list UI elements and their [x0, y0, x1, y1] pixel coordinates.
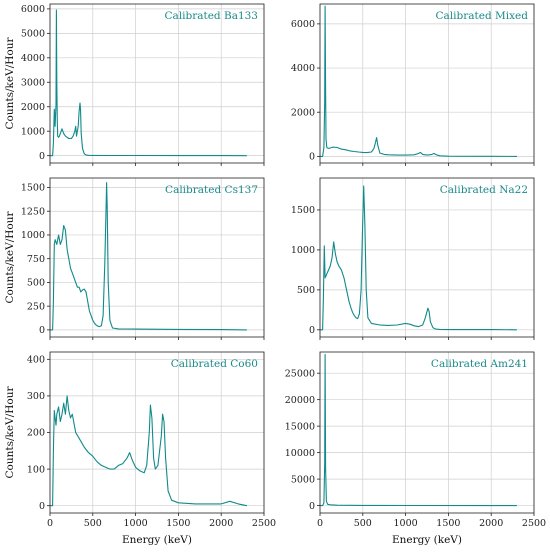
spectrum-line [320, 185, 517, 331]
plot-frame [49, 177, 265, 338]
panel-5: 0 100 200 300 400 0 500 1000 1500 2000 2500 Calibra… [4, 351, 276, 546]
y-tick-label: 0 [309, 501, 315, 512]
y-tick-label: 400 [27, 355, 45, 366]
panel-title: Calibrated Na22 [440, 184, 528, 196]
panel-6: 0 5000 10000 15000 20000 25000 0 500 1000 1500 200… [285, 351, 546, 546]
x-tick-label: 1000 [394, 518, 418, 529]
plot-frame [319, 351, 535, 514]
x-tick-label: 2500 [252, 518, 276, 529]
y-tick-label: 20000 [285, 395, 315, 406]
y-tick-label: 100 [27, 464, 45, 475]
y-tick-label: 0 [309, 152, 315, 163]
x-tick-label: 0 [47, 518, 53, 529]
y-tick-label: 25000 [285, 368, 315, 379]
y-tick-label: 4000 [291, 63, 315, 74]
panel-title: Calibrated Cs137 [165, 184, 258, 196]
y-tick-label: 1000 [21, 126, 45, 137]
panel-3: 0 250 500 750 1000 1250 1500 Calibrated Cs137 Co… [4, 177, 265, 340]
panel-title: Calibrated Ba133 [164, 10, 258, 22]
x-tick-label: 2500 [522, 518, 546, 529]
y-tick-label: 200 [27, 428, 45, 439]
y-tick-label: 1500 [291, 205, 315, 216]
plot-frame [319, 177, 535, 338]
x-tick-label: 500 [354, 518, 372, 529]
spectrum-line [50, 395, 248, 507]
y-tick-label: 2000 [21, 102, 45, 113]
panel-title: Calibrated Mixed [436, 10, 529, 22]
y-tick-label: 300 [27, 391, 45, 402]
y-tick-label: 10000 [285, 448, 315, 459]
y-tick-label: 1000 [291, 245, 315, 256]
panel-1: 0 1000 2000 3000 4000 5000 6000 Calibrated Ba13… [4, 3, 265, 166]
y-tick-label: 0 [39, 325, 45, 336]
y-tick-label: 250 [27, 301, 45, 312]
panel-2: 0 2000 4000 6000 Calibrated Mixed [291, 3, 535, 166]
y-tick-label: 0 [39, 501, 45, 512]
plot-frame [319, 3, 535, 164]
y-tick-label: 15000 [285, 421, 315, 432]
x-tick-label: 500 [84, 518, 102, 529]
y-tick-label: 1000 [21, 230, 45, 241]
x-axis-label: Energy (keV) [392, 534, 462, 546]
y-tick-label: 500 [27, 278, 45, 289]
y-tick-label: 6000 [21, 4, 45, 15]
y-tick-label: 0 [309, 325, 315, 336]
x-axis-label: Energy (keV) [122, 534, 192, 546]
panel-title: Calibrated Am241 [431, 358, 528, 370]
y-axis-label: Counts/keV/Hour [4, 386, 16, 479]
y-tick-label: 500 [297, 285, 315, 296]
y-tick-label: 5000 [21, 29, 45, 40]
panel-title: Calibrated Co60 [171, 358, 258, 370]
y-axis-label: Counts/keV/Hour [4, 211, 16, 304]
y-tick-label: 1500 [21, 183, 45, 194]
plot-frame [49, 3, 265, 164]
y-tick-label: 0 [39, 151, 45, 162]
x-tick-label: 2000 [479, 518, 503, 529]
y-tick-label: 5000 [291, 474, 315, 485]
x-tick-label: 0 [317, 518, 323, 529]
y-tick-label: 750 [27, 254, 45, 265]
y-axis-label: Counts/keV/Hour [4, 37, 16, 130]
y-tick-label: 3000 [21, 77, 45, 88]
x-tick-label: 2000 [209, 518, 233, 529]
spectrum-line [50, 182, 247, 331]
spectrum-line [320, 5, 517, 157]
y-tick-label: 2000 [291, 107, 315, 118]
y-tick-label: 6000 [291, 19, 315, 30]
panel-4: 0 500 1000 1500 Calibrated Na22 [291, 177, 535, 340]
spectrum-line [320, 354, 517, 507]
y-tick-label: 1250 [21, 206, 45, 217]
spectrum-line [50, 9, 247, 157]
y-tick-label: 4000 [21, 53, 45, 64]
x-tick-label: 1000 [124, 518, 148, 529]
x-tick-label: 1500 [166, 518, 190, 529]
x-tick-label: 1500 [436, 518, 460, 529]
